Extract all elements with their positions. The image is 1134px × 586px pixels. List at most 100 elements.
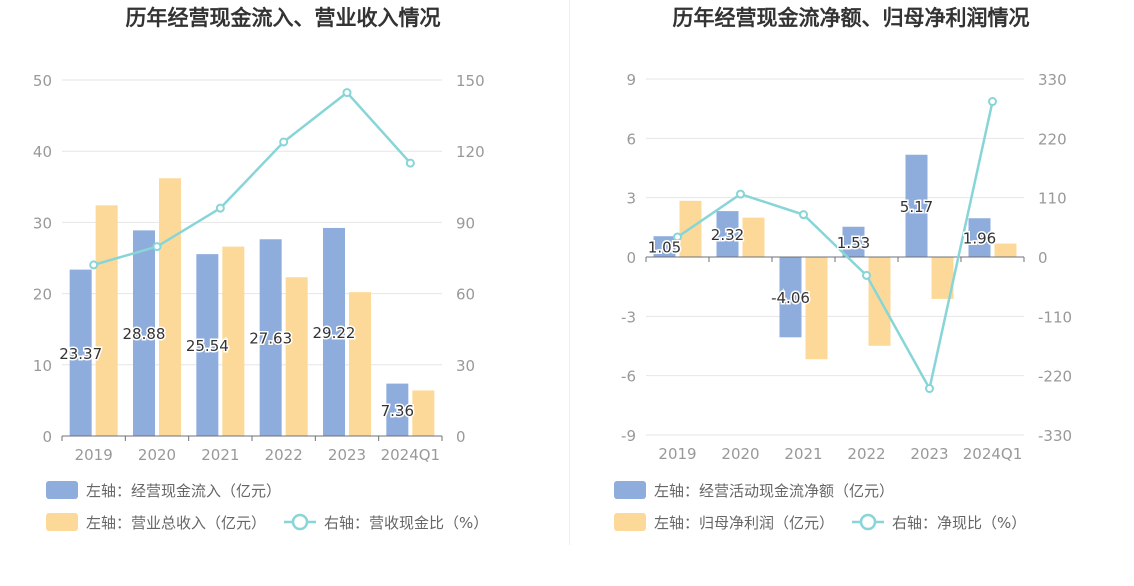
line-point [799, 210, 808, 220]
y-left-tick-label: 50 [33, 72, 52, 90]
y-right-tick-label: 150 [456, 72, 485, 90]
bar [159, 178, 181, 437]
y-left-tick-label: 0 [626, 249, 636, 267]
y-right-tick-label: 110 [1038, 190, 1067, 208]
x-tick-label: 2022 [265, 446, 303, 464]
y-right-tick-label: -330 [1038, 427, 1072, 445]
data-label: 1.53 [837, 234, 870, 252]
bar [653, 236, 676, 257]
line-point [862, 270, 871, 280]
bar [69, 269, 92, 436]
data-label: 28.88 [123, 325, 166, 343]
y-right-tick-label: 120 [456, 143, 485, 161]
legend-swatch [614, 481, 646, 499]
line-point [736, 189, 745, 199]
y-left-tick-label: 30 [33, 214, 52, 232]
legend-swatch [46, 481, 78, 499]
y-right-tick-label: 90 [456, 214, 475, 232]
x-tick-label: 2020 [721, 445, 759, 463]
x-tick-label: 2019 [75, 446, 113, 464]
net-cashflow-profit-chart: 历年经营现金流净额、归母净利润情况 -9 -6 -3 0 3 6 9 -330 -220 -110… [568, 0, 1134, 582]
x-tick-label: 2023 [910, 445, 948, 463]
bar [95, 205, 118, 436]
bar [931, 257, 954, 299]
bar [842, 226, 865, 257]
y-right-tick-label: 0 [456, 428, 466, 446]
line-point [342, 88, 352, 98]
bar [133, 230, 155, 436]
bar [285, 277, 308, 436]
x-tick-label: 2022 [847, 445, 885, 463]
y-left-tick-label: 20 [33, 286, 52, 304]
x-tick-label: 2019 [658, 445, 696, 463]
data-label: 5.17 [900, 198, 933, 216]
y-left-tick-label: 0 [42, 428, 52, 446]
bar [196, 254, 219, 436]
series-line [676, 101, 994, 393]
data-label: 7.36 [381, 402, 414, 420]
y-left-tick-label: -6 [621, 368, 636, 386]
line-point [279, 137, 289, 147]
line-point [988, 97, 997, 107]
bar [905, 154, 928, 257]
chart-title: 历年经营现金流入、营业收入情况 [125, 6, 441, 30]
cash-inflow-revenue-chart: 历年经营现金流入、营业收入情况 0 10 20 30 40 50 0 30 60 90 120 150… [0, 0, 566, 582]
bar [805, 257, 828, 360]
bar [742, 217, 765, 257]
x-tick-label: 2021 [201, 446, 239, 464]
line-point [405, 158, 415, 168]
y-left-tick-label: 40 [33, 143, 52, 161]
legend-marker [291, 513, 309, 531]
y-right-tick-label: -220 [1038, 368, 1072, 386]
line-point [673, 232, 682, 242]
x-tick-label: 2024Q1 [963, 445, 1023, 463]
chart-canvas: -9 -6 -3 0 3 6 9 -330 -220 -110 0 110 220 330 2019 2020… [614, 71, 1072, 532]
legend-label: 左轴：归母净利润（亿元） [654, 514, 834, 532]
bar [779, 257, 802, 338]
y-left-tick-label: -9 [621, 427, 636, 445]
y-right-tick-label: 60 [456, 286, 475, 304]
bar [259, 239, 282, 436]
legend-label: 右轴：净现比（%） [892, 514, 1026, 532]
y-left-tick-label: 10 [33, 357, 52, 375]
y-left-tick-label: 3 [626, 190, 636, 208]
legend-label: 左轴：经营活动现金流净额（亿元） [654, 482, 894, 500]
legend-swatch [614, 513, 646, 531]
data-label: 27.63 [249, 330, 292, 348]
y-right-tick-label: 0 [1038, 249, 1048, 267]
bar [716, 211, 739, 257]
data-label: 1.05 [648, 239, 681, 257]
y-right-tick-label: 30 [456, 357, 475, 375]
data-label: 25.54 [186, 337, 229, 355]
line-point [215, 203, 225, 213]
bar [349, 292, 371, 436]
legend-label: 左轴：经营现金流入（亿元） [86, 482, 281, 500]
series-line [93, 90, 412, 267]
data-label: 2.32 [711, 226, 744, 244]
line-point [152, 242, 162, 252]
bar [222, 246, 245, 436]
data-label: 29.22 [313, 324, 356, 342]
chart-title: 历年经营现金流净额、归母净利润情况 [672, 6, 1030, 30]
bar [868, 257, 891, 346]
chart-canvas: 0 10 20 30 40 50 0 30 60 90 120 150 2019 2020 2021 2022… [33, 72, 488, 532]
bar [968, 218, 991, 257]
x-tick-label: 2020 [138, 446, 176, 464]
legend-label: 右轴：营收现金比（%） [324, 514, 488, 532]
data-label: -4.06 [771, 289, 810, 307]
y-right-tick-label: 220 [1038, 130, 1067, 148]
x-tick-label: 2024Q1 [381, 446, 441, 464]
legend-swatch [46, 513, 78, 531]
line-point [925, 384, 934, 394]
y-left-tick-label: -3 [621, 308, 636, 326]
y-right-tick-label: -110 [1038, 308, 1072, 326]
x-tick-label: 2023 [328, 446, 366, 464]
bar [412, 390, 435, 436]
y-left-tick-label: 9 [626, 71, 636, 89]
bar [994, 243, 1017, 257]
line-point [89, 260, 99, 270]
chart-divider [569, 0, 570, 545]
bar [323, 227, 345, 436]
y-right-tick-label: 330 [1038, 71, 1067, 89]
